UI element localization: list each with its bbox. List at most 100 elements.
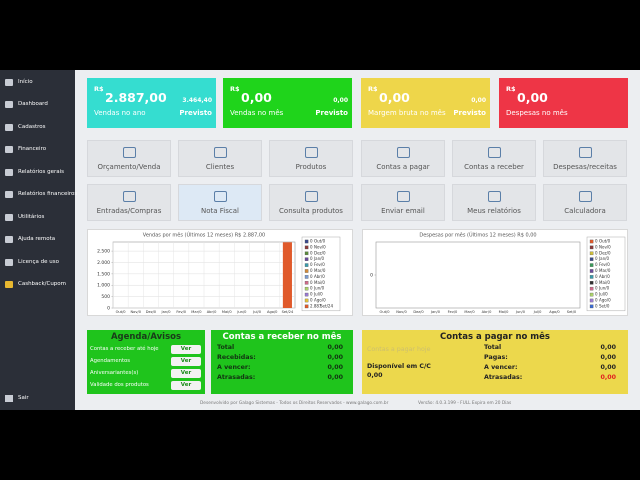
shortcut-button[interactable]: Meus relatórios <box>452 184 536 221</box>
summary-card: R$ 0,00 Despesas no mês <box>499 78 628 128</box>
shortcut-button[interactable]: Entradas/Compras <box>87 184 171 221</box>
view-button[interactable]: Ver <box>171 345 201 354</box>
shortcut-button[interactable]: Clientes <box>178 140 262 177</box>
menu-item[interactable]: Financeiro <box>18 146 47 152</box>
card-currency: R$ <box>368 85 378 93</box>
view-button[interactable]: Ver <box>171 357 201 366</box>
menu-item[interactable]: Cashback/Cupom <box>18 281 67 287</box>
button-icon <box>305 191 318 202</box>
menu-exit[interactable]: Sair <box>18 395 29 401</box>
legend-swatch <box>589 263 594 267</box>
button-label: Consulta produtos <box>279 207 343 215</box>
agenda-item: Contas a receber até hoje <box>90 346 159 352</box>
chart: Despesas por mês (Últimos 12 meses) R$ 0… <box>362 229 628 316</box>
menu-item[interactable]: Utilitários <box>18 214 45 220</box>
x-tick-label: Jun/0 <box>236 310 247 314</box>
card-forecast: 0,00 <box>333 97 348 104</box>
row-value: 0,00 <box>600 374 616 381</box>
shortcut-button[interactable]: Contas a pagar <box>361 140 445 177</box>
legend-value: 0 <box>595 286 598 291</box>
legend-label: Jul/0 <box>598 292 608 297</box>
card-label: Vendas no mês <box>230 109 284 117</box>
legend-label: Fev/0 <box>314 262 325 267</box>
shortcut-button[interactable]: Orçamento/Venda <box>87 140 171 177</box>
card-value: 0,00 <box>517 90 548 105</box>
button-icon <box>488 191 501 202</box>
legend-value: 0 <box>310 256 313 261</box>
x-tick-label: Mai/0 <box>222 310 233 314</box>
card-value: 2.887,00 <box>105 90 167 105</box>
view-button[interactable]: Ver <box>171 381 201 390</box>
legend-swatch <box>589 286 594 291</box>
x-tick-label: Ago/0 <box>267 310 278 314</box>
legend-value: 0 <box>310 298 313 303</box>
footer-version: Versão: 4.0.3.199 - FULL Expira em 20 Di… <box>418 401 512 406</box>
x-tick-label: Dez/0 <box>413 310 424 314</box>
shortcut-button[interactable]: Calculadora <box>543 184 627 221</box>
x-tick-label: Fev/0 <box>176 310 186 314</box>
legend-swatch <box>304 281 309 285</box>
x-tick-label: Jan/0 <box>161 310 172 314</box>
menu-icon <box>5 169 13 176</box>
menu-icon <box>5 101 13 108</box>
legend-label: Dez/0 <box>314 250 326 255</box>
x-tick-label: Out/0 <box>379 310 390 314</box>
row-value: 0,00 <box>327 344 343 351</box>
row-value: 0,00 <box>600 344 616 351</box>
menu-item[interactable]: Início <box>18 79 33 85</box>
card-forecast-label: Previsto <box>453 109 486 117</box>
panel-title: Contas a receber no mês <box>222 332 342 342</box>
button-label: Contas a receber <box>464 163 524 171</box>
legend-label: Jan/0 <box>598 256 610 261</box>
legend-value: 0 <box>310 280 313 285</box>
legend-value: 0 <box>310 244 313 249</box>
legend-label: Jan/0 <box>313 256 325 261</box>
chart: Vendas por mês (Últimos 12 meses) R$ 2.8… <box>87 229 353 316</box>
x-tick-label: Mai/0 <box>499 310 510 314</box>
x-tick-label: Abr/0 <box>482 310 492 314</box>
payable-today[interactable]: Contas a pagar hoje <box>367 346 431 353</box>
x-tick-label: Set/24 <box>282 310 294 314</box>
legend-value: 0 <box>595 239 598 244</box>
legend-swatch <box>589 281 594 285</box>
shortcut-button[interactable]: Contas a receber <box>452 140 536 177</box>
shortcut-button[interactable]: Despesas/receitas <box>543 140 627 177</box>
shortcut-button[interactable]: Nota Fiscal <box>178 184 262 221</box>
shortcut-button[interactable]: Enviar email <box>361 184 445 221</box>
legend-label: Abr/0 <box>599 274 610 279</box>
menu-item[interactable]: Relatórios gerais <box>18 169 65 175</box>
x-tick-label: Fev/0 <box>448 310 458 314</box>
legend-swatch <box>589 304 594 309</box>
row-label: Pagas: <box>484 354 508 361</box>
x-tick-label: Jul/0 <box>252 310 262 314</box>
legend-swatch <box>304 263 309 267</box>
legend-label: Set/24 <box>320 303 333 308</box>
row-value: 0,00 <box>327 354 343 361</box>
legend-label: Jul/0 <box>313 292 323 297</box>
menu-item[interactable]: Licença de uso <box>18 259 59 265</box>
card-forecast-label: Previsto <box>315 109 348 117</box>
legend-value: 2.887 <box>310 303 322 308</box>
legend-value: 0 <box>595 244 598 249</box>
legend-label: Mai/0 <box>599 280 610 285</box>
x-tick-label: Jun/0 <box>515 310 526 314</box>
legend-label: Set/0 <box>599 303 610 308</box>
legend-value: 0 <box>595 274 598 279</box>
shortcut-button[interactable]: Produtos <box>269 140 353 177</box>
legend-swatch <box>304 286 309 291</box>
x-tick-label: Jul/0 <box>533 310 543 314</box>
row-label: Total <box>217 344 235 351</box>
shortcut-button[interactable]: Consulta produtos <box>269 184 353 221</box>
menu-item[interactable]: Ajuda remota <box>18 236 56 242</box>
card-value: 0,00 <box>241 90 272 105</box>
y-tick-label: 0 <box>370 273 373 279</box>
menu-item[interactable]: Relatórios financeiros <box>18 191 78 197</box>
legend-value: 0 <box>310 262 313 267</box>
menu-item[interactable]: Dashboard <box>18 101 48 107</box>
menu-item[interactable]: Cadastros <box>18 124 46 130</box>
legend-swatch <box>304 269 309 273</box>
legend-frame <box>586 236 626 312</box>
card-forecast-label: Previsto <box>179 109 212 117</box>
view-button[interactable]: Ver <box>171 369 201 378</box>
legend-value: 0 <box>595 250 598 255</box>
